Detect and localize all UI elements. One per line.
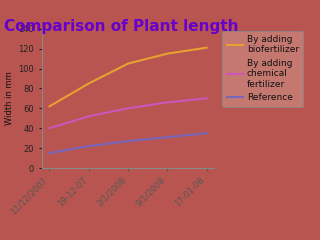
- Legend: By adding
biofertilizer, By adding
chemical
fertilizer, Reference: By adding biofertilizer, By adding chemi…: [222, 30, 303, 107]
- Text: Comparison of Plant length: Comparison of Plant length: [4, 19, 239, 34]
- Y-axis label: Width in mm: Width in mm: [5, 72, 14, 125]
